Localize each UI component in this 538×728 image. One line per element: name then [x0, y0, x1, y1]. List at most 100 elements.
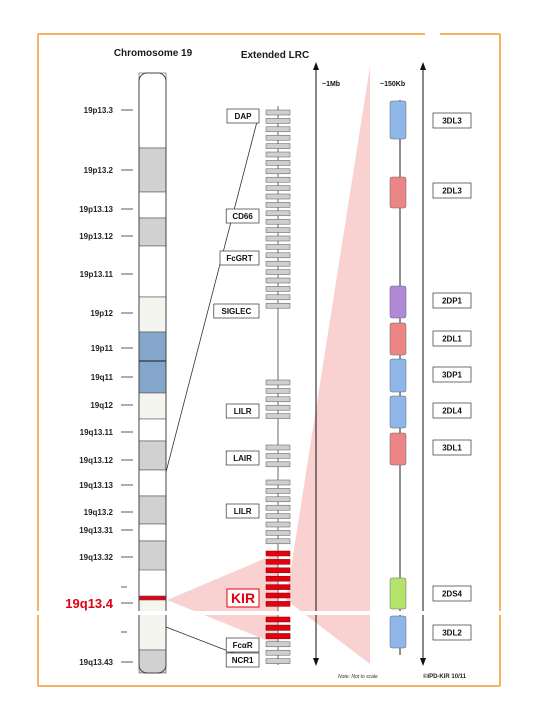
lrc-segment: [265, 286, 291, 292]
kir-segment: [265, 601, 291, 607]
kir-segment: [265, 616, 291, 623]
lrc-segment: [265, 269, 291, 275]
chromosome-band: [138, 72, 167, 149]
scale-arrow-kir: [420, 62, 426, 666]
lrc-label-7: LILR: [225, 503, 260, 519]
kir-gene-label-text: 2DL3: [442, 187, 462, 196]
chromosome-band: [138, 392, 167, 420]
lrc-title: Extended LRC: [241, 50, 309, 61]
kir-segment: [265, 575, 291, 582]
band-label: 19q13.4: [65, 596, 113, 611]
chromosome-band: [138, 469, 167, 497]
kir-gene-label: 2DL4: [432, 402, 472, 419]
kir-segment: [265, 584, 291, 590]
lrc-segment: [265, 444, 291, 451]
diagram-gap-strip: [0, 611, 538, 615]
kir-gene-label: 2DL3: [432, 182, 472, 199]
band-label: 19p13.2: [84, 166, 114, 175]
lrc-segment: [265, 151, 291, 158]
chromosome-band: [138, 649, 167, 674]
lrc-segment: [265, 109, 291, 116]
lrc-label-9: FcαR: [225, 637, 260, 653]
lrc-label-text: LILR: [234, 407, 252, 416]
band-label: 19p12: [90, 309, 113, 318]
lrc-segment: [265, 453, 291, 459]
lrc-segment: [265, 244, 291, 250]
band-label: 19q13.43: [79, 658, 113, 667]
kir-segment: [265, 633, 291, 640]
lrc-segment: [265, 658, 291, 664]
lrc-segment: [265, 641, 291, 648]
lrc-segment: [265, 479, 291, 486]
lrc-segment: [265, 521, 291, 528]
lrc-segment: [265, 227, 291, 233]
chromosome-band: [138, 418, 167, 442]
chromosome-19: 19p13.3 19p13.2 19p13.13 19p13.12 19p13.11 19…: [65, 72, 167, 674]
kir-gene-2DP1: [389, 285, 407, 319]
lrc-label-8: KIR: [226, 588, 260, 608]
kir-gene-label: 2DS4: [432, 585, 472, 602]
lrc-gene-labels: DAP CD66 FcGRT SIGLEC LILR LAIR LILR KIR FcαR NCR…: [213, 108, 260, 668]
lrc-segment: [265, 379, 291, 386]
copyright-credit: ©IPD-KIR 10/11: [423, 673, 467, 680]
band-label: 19q13.13: [79, 481, 113, 490]
kir-gene-labels: 3DL3 2DL3 2DP1 2DL1 3DP1 2DL4 3DL1 2DS4 3DL2: [432, 112, 472, 641]
kir-gene-2DL3: [389, 176, 407, 209]
chromosome-band: [138, 147, 167, 193]
band-label: 19q13.11: [80, 428, 114, 437]
chromosome-band: [138, 245, 167, 298]
chromosome-band: [138, 191, 167, 219]
lrc-segment: [265, 538, 291, 545]
lrc-segment: [265, 461, 291, 468]
kir-gene-3DL2: [389, 615, 407, 649]
lrc-segment: [265, 302, 291, 309]
band-label: 19q13.31: [79, 526, 113, 535]
lrc-segment: [265, 513, 291, 519]
lrc-segment: [265, 168, 291, 175]
lrc-label-text: LAIR: [233, 454, 252, 463]
kir-gene-3DL3: [389, 100, 407, 140]
band-label: 19q11: [91, 373, 114, 382]
kir-zoom-fan-right: [286, 66, 370, 664]
band-label: 19q12: [90, 401, 113, 410]
chromosome-band: [138, 523, 167, 542]
scale-label-lrc: ~1Mb: [322, 81, 340, 88]
lrc-label-text: FcαR: [233, 641, 253, 650]
chromosome-band: [138, 599, 167, 651]
lrc-segment: [265, 277, 291, 284]
lrc-label-text: KIR: [231, 590, 255, 606]
lrc-segment: [265, 260, 291, 267]
lrc-segment: [265, 118, 291, 124]
kir-segment: [265, 625, 291, 631]
chromosome-band: [138, 360, 167, 394]
lrc-label-text: CD66: [232, 212, 253, 221]
chromosome-band: [138, 495, 167, 525]
chromosome-band: [138, 217, 167, 247]
lrc-segment: [265, 649, 291, 656]
chromosome-band: [138, 296, 167, 333]
lrc-segment: [265, 404, 291, 411]
lrc-label-1: DAP: [226, 108, 260, 124]
band-label: 19q13.2: [84, 508, 114, 517]
scale-label-kir: ~150Kb: [380, 81, 405, 88]
kir-zoom-fan-left: [167, 553, 278, 645]
lrc-segment: [265, 134, 291, 141]
kir-gene-label-text: 2DP1: [442, 297, 463, 306]
kir-gene-label: 3DL2: [432, 624, 472, 641]
zoom-line-top: [165, 113, 260, 473]
band-label: 19p13.11: [80, 270, 114, 279]
kir-gene-label-text: 2DL1: [442, 335, 462, 344]
lrc-label-6: LAIR: [225, 450, 260, 466]
lrc-segment: [265, 210, 291, 217]
lrc-label-text: LILR: [234, 507, 252, 516]
band-label: 19p11: [91, 344, 114, 353]
kir-segment: [265, 550, 291, 557]
band-label: 19p13.12: [79, 232, 113, 241]
lrc-segment: [265, 530, 291, 536]
band-label: 19p13.13: [79, 205, 113, 214]
kir-gene-label-text: 2DL4: [442, 407, 462, 416]
chromosome-title: Chromosome 19: [114, 48, 193, 59]
lrc-label-4: SIGLEC: [213, 303, 260, 319]
chromosome-band: [138, 331, 167, 362]
